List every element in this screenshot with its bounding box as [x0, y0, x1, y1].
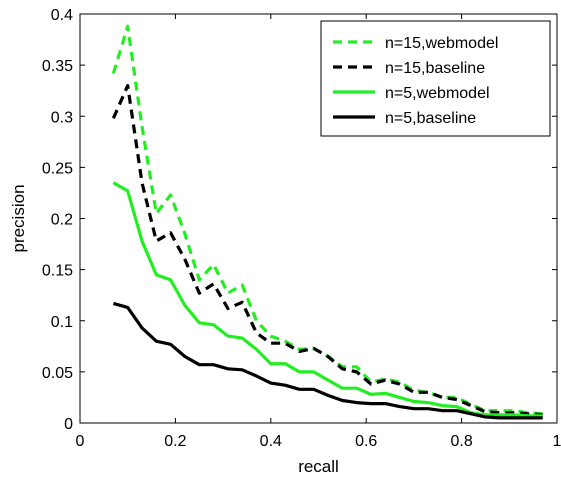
y-tick-label: 0 [64, 416, 73, 433]
y-axis-ticks: 0 0.05 0.1 0.15 0.2 0.25 0.3 0.35 0.4 [42, 7, 557, 433]
x-tick-label: 0.8 [450, 433, 472, 450]
legend-label: n=15,webmodel [385, 35, 498, 52]
legend-label: n=5,baseline [385, 110, 476, 127]
series-layer [111, 24, 543, 420]
x-axis-label: recall [298, 457, 339, 476]
series-line-4 [112, 301, 543, 420]
x-tick-label: 0.2 [164, 433, 186, 450]
legend-label: n=15,baseline [385, 60, 485, 77]
y-axis-label: precision [9, 184, 28, 252]
x-tick-label: 0.6 [355, 433, 377, 450]
legend-label: n=5,webmodel [385, 85, 490, 102]
x-tick-label: 0.4 [260, 433, 282, 450]
x-tick-label: 0 [76, 433, 85, 450]
x-tick-label: 1 [553, 433, 561, 450]
y-tick-label: 0.2 [51, 212, 73, 229]
y-tick-label: 0.3 [51, 109, 73, 126]
y-tick-label: 0.4 [51, 7, 73, 24]
y-tick-label: 0.05 [42, 365, 73, 382]
y-tick-label: 0.25 [42, 160, 73, 177]
legend: n=15,webmodel n=15,baseline n=5,webmodel n=… [320, 20, 551, 137]
y-tick-label: 0.1 [51, 314, 73, 331]
y-tick-label: 0.15 [42, 263, 73, 280]
series-line-2 [111, 83, 543, 417]
x-axis-ticks: 0 0.2 0.4 0.6 0.8 1 [76, 14, 561, 450]
y-tick-label: 0.35 [42, 58, 73, 75]
